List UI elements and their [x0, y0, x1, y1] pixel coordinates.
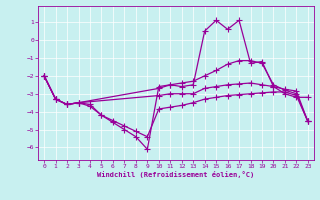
X-axis label: Windchill (Refroidissement éolien,°C): Windchill (Refroidissement éolien,°C)	[97, 171, 255, 178]
